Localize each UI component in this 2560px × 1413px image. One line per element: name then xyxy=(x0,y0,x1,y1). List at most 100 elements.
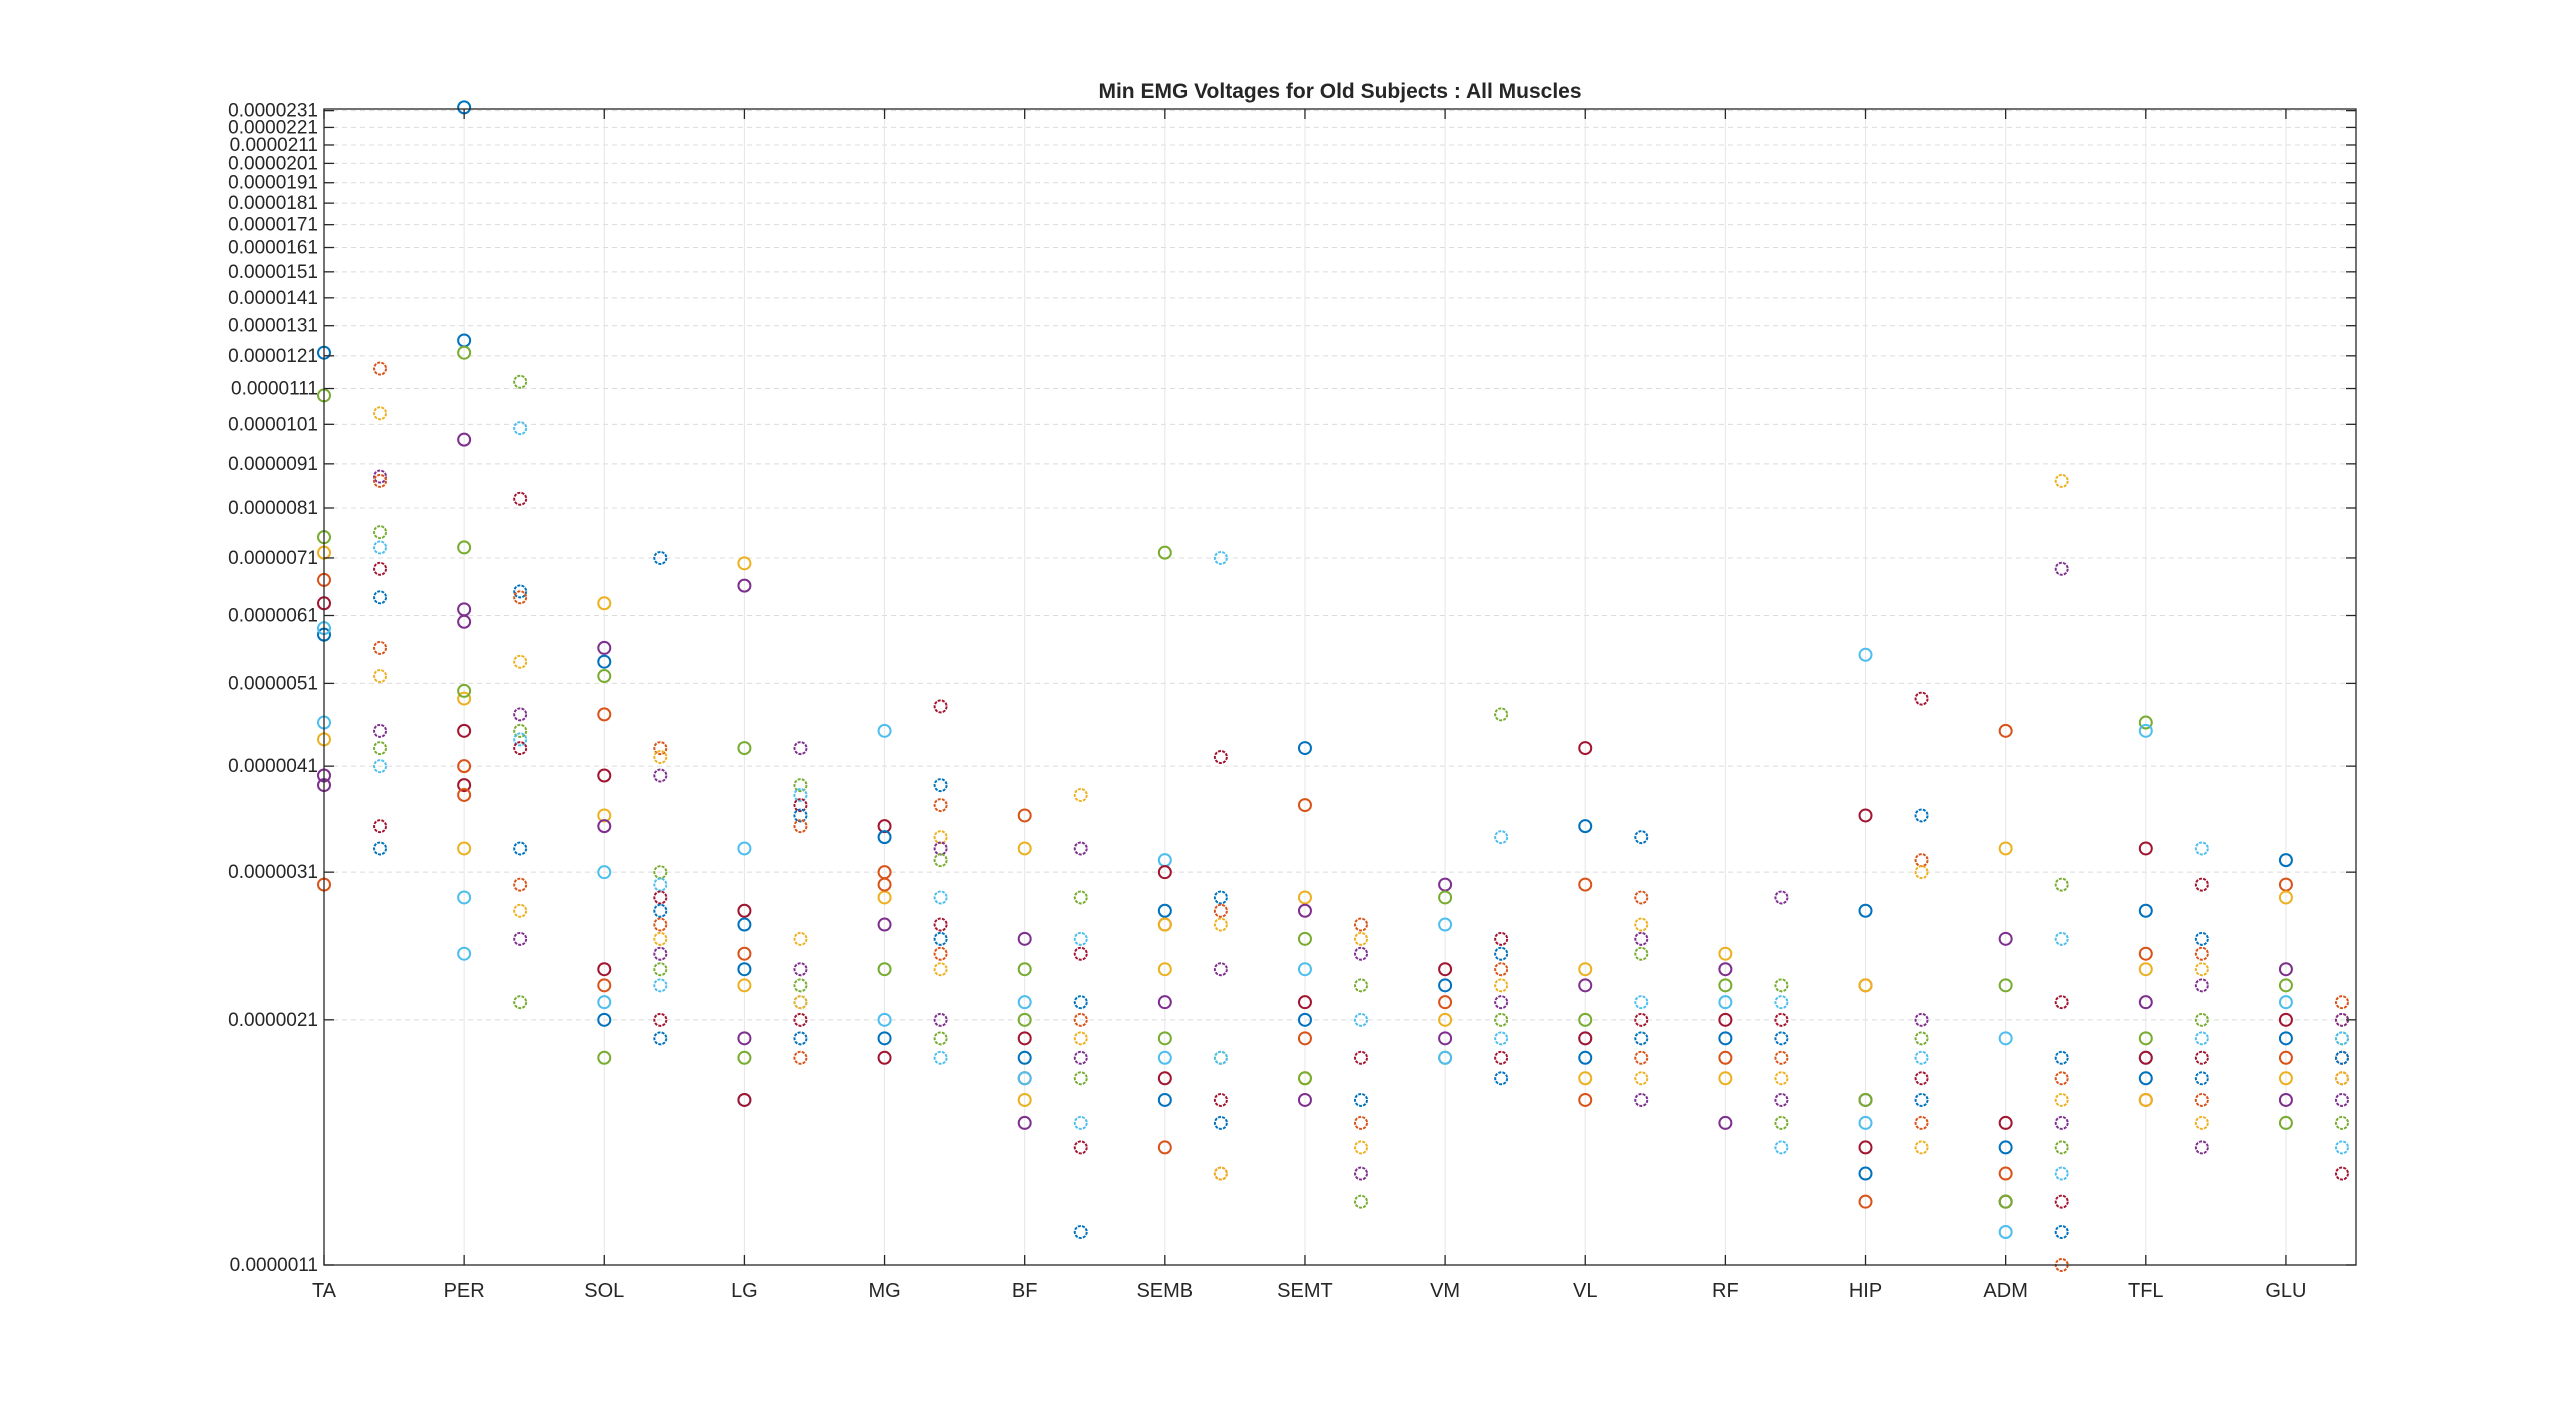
y-tick-label: 0.0000151 xyxy=(228,262,318,283)
data-point xyxy=(1634,1071,1649,1086)
data-point xyxy=(513,723,528,738)
data-point xyxy=(1858,647,1873,662)
data-point xyxy=(457,345,472,360)
data-point xyxy=(1998,978,2013,993)
data-point xyxy=(653,917,668,932)
data-point xyxy=(1718,946,1733,961)
data-point xyxy=(1073,890,1088,905)
data-point xyxy=(793,962,808,977)
data-point xyxy=(877,723,892,738)
data-point xyxy=(457,946,472,961)
data-point xyxy=(1297,1031,1312,1046)
data-point xyxy=(1858,1194,1873,1209)
grid-lines xyxy=(324,109,2356,1266)
data-point xyxy=(1494,946,1509,961)
data-point xyxy=(1718,1115,1733,1130)
data-point xyxy=(877,1012,892,1027)
y-tick-label: 0.0000191 xyxy=(228,173,318,194)
data-point xyxy=(2278,1050,2293,1065)
data-point xyxy=(737,903,752,918)
data-point xyxy=(877,1050,892,1065)
data-points xyxy=(317,100,2349,1272)
x-tick-label: VL xyxy=(1573,1280,1597,1302)
data-point xyxy=(513,421,528,436)
data-point xyxy=(933,917,948,932)
data-point xyxy=(2334,1140,2349,1155)
data-point xyxy=(1213,962,1228,977)
data-point xyxy=(653,962,668,977)
data-point xyxy=(2054,1050,2069,1065)
data-point xyxy=(1157,1031,1172,1046)
data-point xyxy=(2138,903,2153,918)
data-point xyxy=(2278,1012,2293,1027)
data-point xyxy=(653,931,668,946)
data-point xyxy=(793,978,808,993)
data-point xyxy=(737,741,752,756)
data-point xyxy=(1017,1071,1032,1086)
data-point xyxy=(1998,841,2013,856)
data-point xyxy=(2054,995,2069,1010)
data-point xyxy=(737,1031,752,1046)
data-point xyxy=(2278,1092,2293,1107)
data-point xyxy=(1494,1071,1509,1086)
data-point xyxy=(1438,890,1453,905)
data-point xyxy=(1297,995,1312,1010)
data-point xyxy=(1073,995,1088,1010)
data-point xyxy=(2194,1140,2209,1155)
data-point xyxy=(2194,1092,2209,1107)
data-point xyxy=(2194,978,2209,993)
data-point xyxy=(457,683,472,698)
data-point xyxy=(933,798,948,813)
data-point xyxy=(1634,1050,1649,1065)
data-point xyxy=(1213,1166,1228,1181)
data-point xyxy=(2138,946,2153,961)
data-point xyxy=(1017,995,1032,1010)
data-point xyxy=(1073,1050,1088,1065)
data-point xyxy=(1578,1092,1593,1107)
data-point xyxy=(1914,1031,1929,1046)
data-point xyxy=(1073,1071,1088,1086)
data-point xyxy=(1297,931,1312,946)
data-point xyxy=(457,432,472,447)
data-point xyxy=(2194,1031,2209,1046)
data-point xyxy=(1914,1140,1929,1155)
data-point xyxy=(1998,1194,2013,1209)
plot-frame xyxy=(323,108,2357,1266)
data-point xyxy=(933,890,948,905)
data-point xyxy=(1578,978,1593,993)
data-point xyxy=(933,778,948,793)
y-tick-label: 0.0000201 xyxy=(228,153,318,174)
data-point xyxy=(597,962,612,977)
data-point xyxy=(1354,1092,1369,1107)
x-tick-label: GLU xyxy=(2265,1280,2306,1302)
data-point xyxy=(653,1031,668,1046)
data-point xyxy=(457,890,472,905)
data-point xyxy=(653,750,668,765)
data-point xyxy=(1774,1140,1789,1155)
data-point xyxy=(1578,877,1593,892)
data-point xyxy=(793,787,808,802)
x-tick-label: ADM xyxy=(1983,1280,2027,1302)
data-point xyxy=(513,707,528,722)
data-point xyxy=(1998,1115,2013,1130)
x-tick-label: SOL xyxy=(584,1280,624,1302)
data-point xyxy=(2334,1115,2349,1130)
data-point xyxy=(793,819,808,834)
data-point xyxy=(737,578,752,593)
data-point xyxy=(933,931,948,946)
data-point xyxy=(2054,1092,2069,1107)
data-point xyxy=(933,962,948,977)
data-point xyxy=(2054,1140,2069,1155)
data-point xyxy=(1073,1115,1088,1130)
data-point xyxy=(1998,1166,2013,1181)
data-point xyxy=(1017,962,1032,977)
data-point xyxy=(2278,1031,2293,1046)
data-point xyxy=(1914,691,1929,706)
y-axis-ticks: 0.0000011 0.0000021 0.0000031 0.0000041 0.00… xyxy=(228,101,2356,1276)
data-point xyxy=(1157,545,1172,560)
data-point xyxy=(933,841,948,856)
data-point xyxy=(1157,865,1172,880)
data-point xyxy=(2054,877,2069,892)
y-tick-label: 0.0000101 xyxy=(228,414,318,435)
data-point xyxy=(1213,1115,1228,1130)
